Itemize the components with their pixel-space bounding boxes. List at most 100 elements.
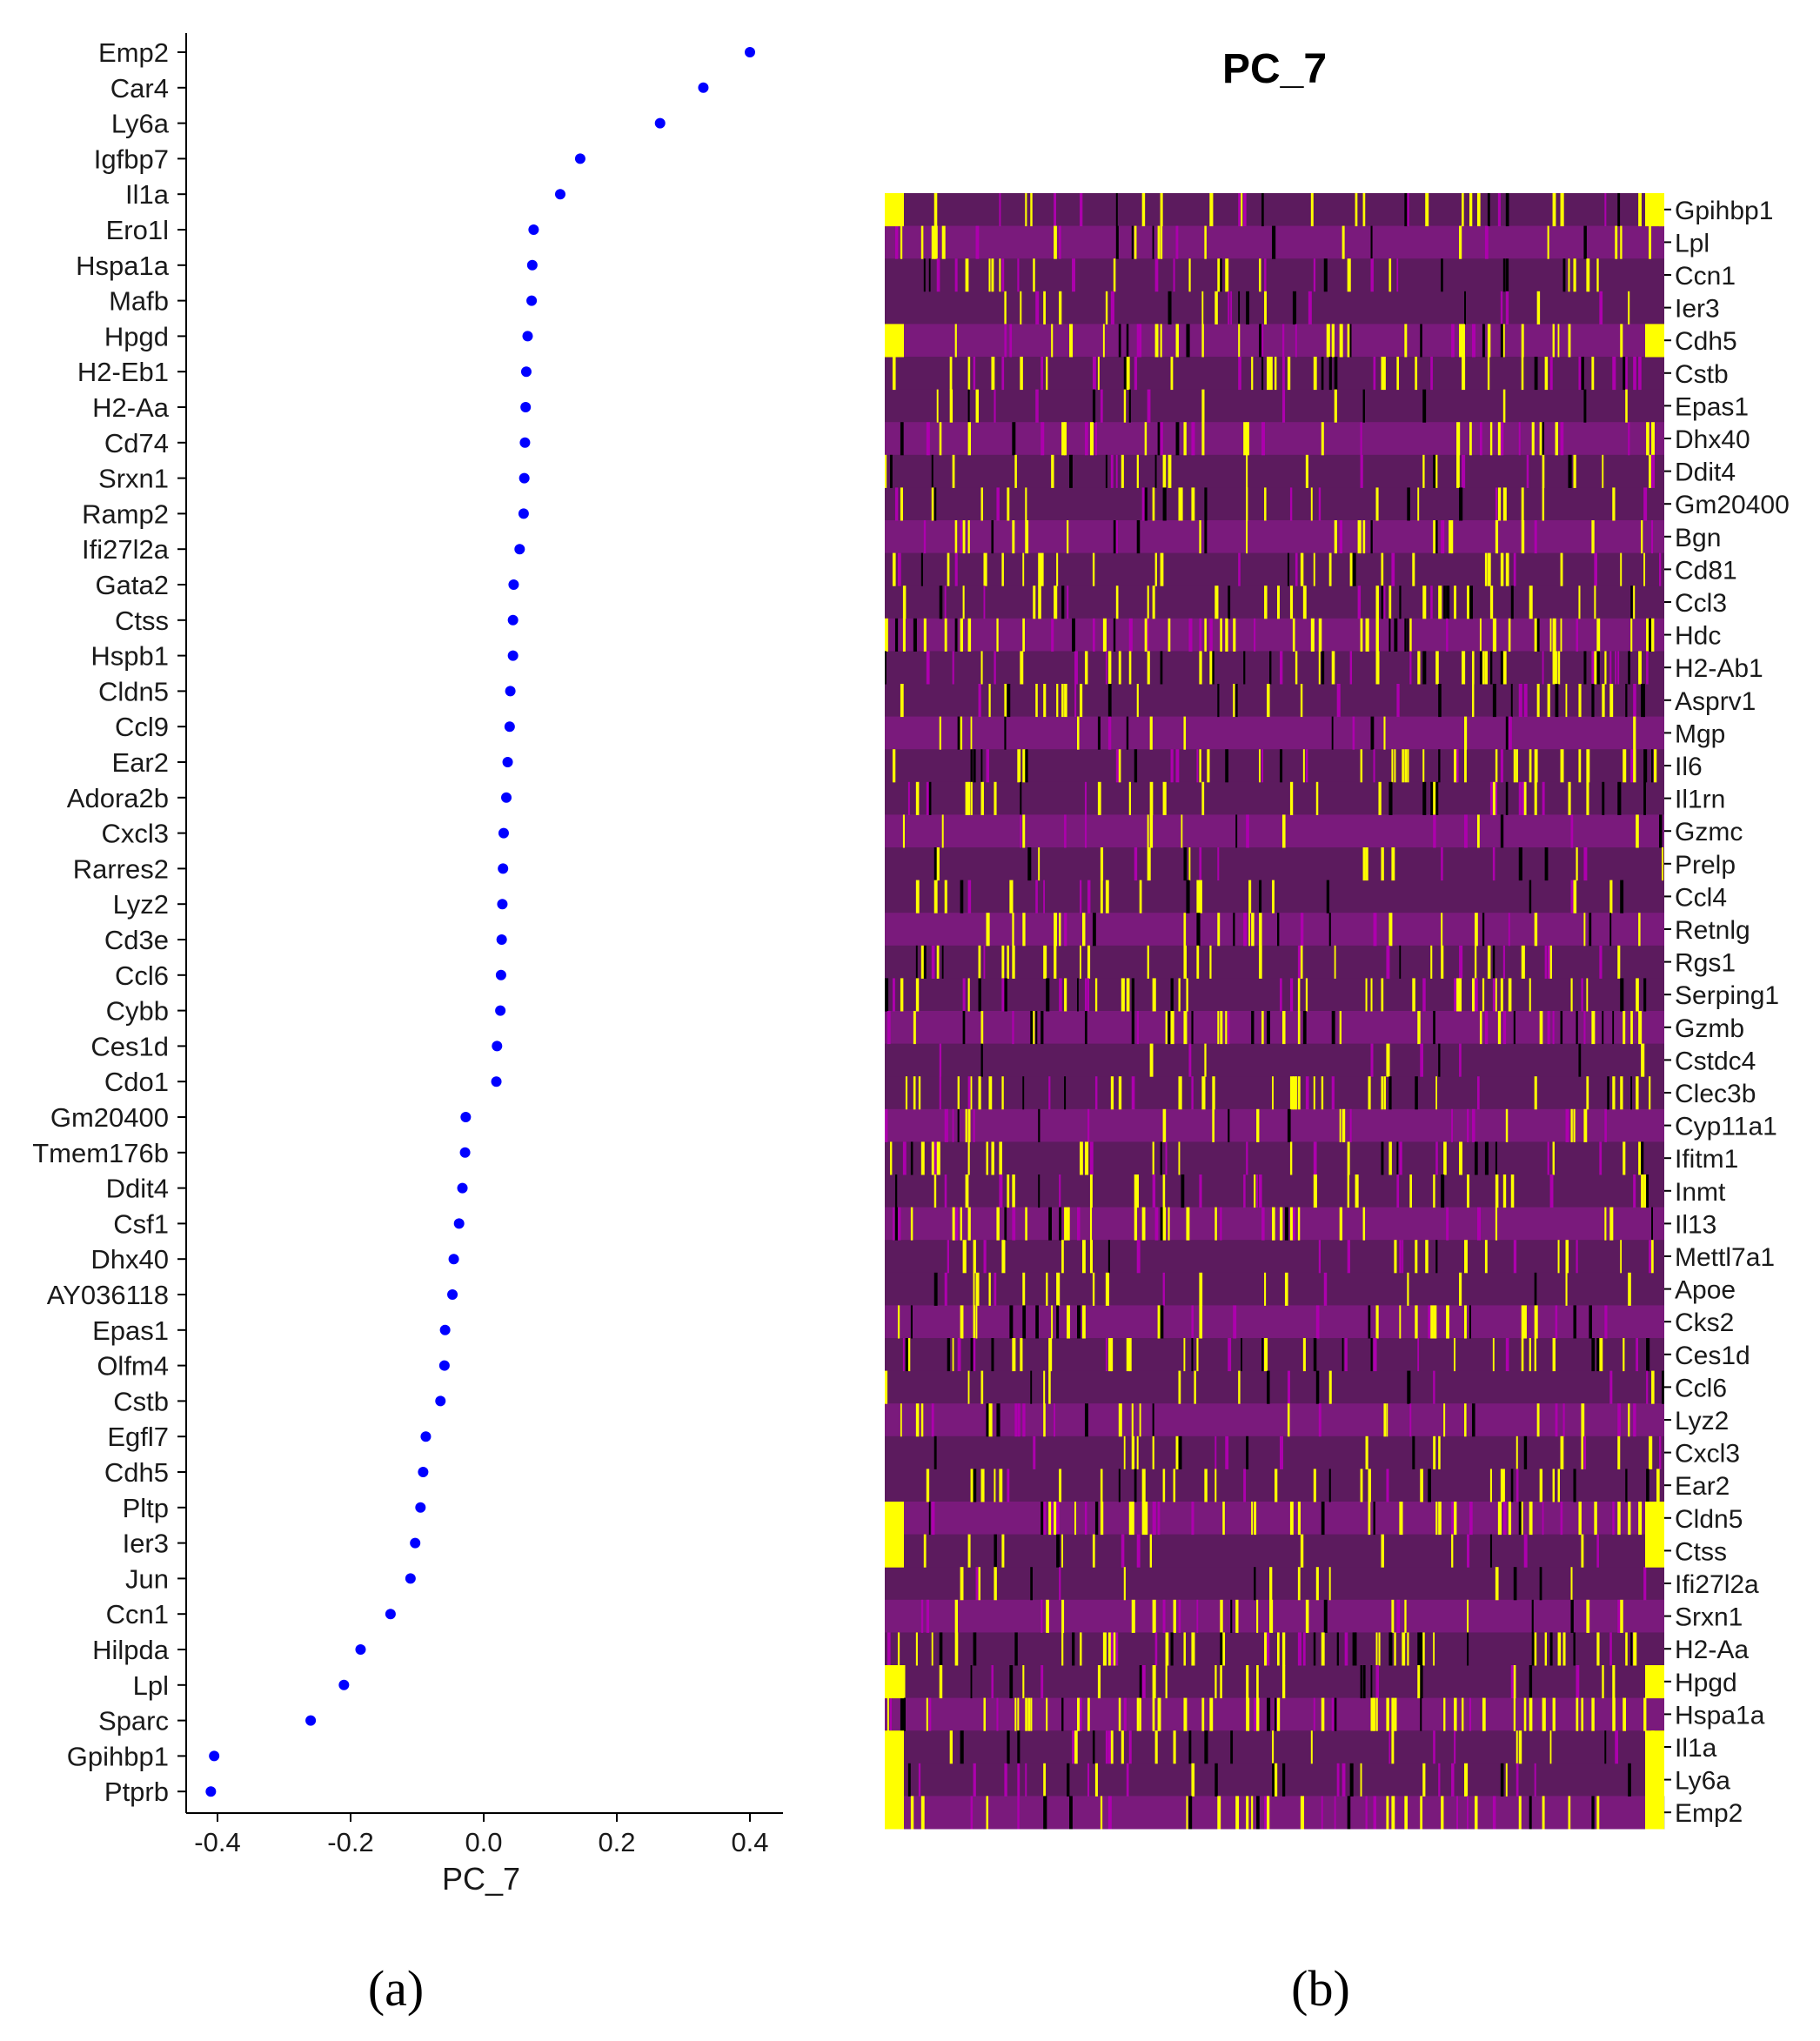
heatmap-cell [1261,193,1264,227]
heatmap-cell [1220,1011,1223,1045]
heatmap-cell [1147,945,1149,979]
heatmap-row [885,291,1664,325]
heatmap-row [885,454,1664,488]
heatmap-row [885,1665,1664,1699]
heatmap-cell [1199,749,1201,783]
heatmap-cell [1625,357,1628,391]
x-tick-label: 0.2 [598,1827,635,1857]
heatmap-cell [1305,749,1308,783]
heatmap-cell [1456,749,1459,783]
heatmap-cell [1115,454,1118,488]
heatmap-cell [1220,1665,1222,1699]
loading-point [528,224,539,235]
heatmap-cell [1344,1632,1348,1666]
heatmap-cell [1518,1796,1522,1830]
heatmap-cell [1228,291,1230,325]
heatmap-cell [1510,1665,1515,1699]
heatmap-cell [1560,1435,1564,1469]
heatmap-cell [1336,684,1341,718]
heatmap-cell [1004,684,1007,718]
heatmap-cell [1128,1502,1132,1536]
heatmap-cell [965,258,969,292]
heatmap-cell [954,520,958,554]
heatmap-cell [1623,1697,1627,1731]
heatmap-cell [1388,1730,1391,1764]
loading-point [457,1182,468,1194]
row-label: Cdh5 [1675,327,1737,356]
heatmap-cell [1518,422,1521,456]
heatmap-cell [1462,651,1466,685]
heatmap-cell [1186,1796,1188,1830]
heatmap-cell [1518,781,1522,815]
heatmap-cell [1064,978,1067,1012]
heatmap-cell [980,1469,985,1502]
heatmap-cell [1254,1567,1256,1601]
heatmap-cell [1659,552,1662,586]
heatmap-cell [1194,1370,1196,1404]
heatmap-cell [887,1011,891,1045]
heatmap-cell [1651,1370,1655,1404]
heatmap-cell [1628,1763,1631,1797]
heatmap-cell [1602,781,1605,815]
heatmap-cell [1123,1567,1126,1601]
heatmap-cell [1412,1435,1415,1469]
heatmap-cell [1261,1338,1264,1372]
heatmap-cell [1261,749,1264,783]
heatmap-cell [1471,1403,1475,1437]
heatmap-cell [931,487,934,521]
heatmap-cell [1479,651,1482,685]
heatmap-cell [1456,1796,1459,1830]
heatmap-cell [1570,1108,1573,1142]
heatmap-cell [1422,781,1427,815]
heatmap-cell [1487,945,1491,979]
heatmap-cell [1428,1469,1431,1502]
heatmap-cell [1513,1240,1517,1274]
loading-point [338,1679,350,1690]
heatmap-cell [1115,586,1119,619]
heatmap-cell [1651,1207,1654,1241]
heatmap-cell [1089,1207,1093,1241]
heatmap-cell [1238,193,1241,227]
heatmap-cell [1313,552,1315,586]
heatmap-cell [1521,1502,1523,1536]
row-label: Dhx40 [1675,425,1750,454]
heatmap-cell [1188,847,1191,881]
heatmap-cell [1594,1502,1597,1536]
heatmap-cell [1204,520,1208,554]
heatmap-cell [1295,651,1298,685]
heatmap-cell [1238,1370,1241,1404]
heatmap-cell [1014,1632,1018,1666]
heatmap-cell [1612,1502,1615,1536]
heatmap-cell [1139,1697,1141,1731]
heatmap-cell [1121,1534,1125,1568]
heatmap-cell [1035,389,1039,423]
heatmap-cell [1168,454,1172,488]
heatmap-cell [1557,1469,1560,1502]
row-label: Hdc [1675,622,1721,651]
heatmap-cell [1157,1697,1161,1731]
heatmap-cell [1471,651,1475,685]
heatmap-cell [978,1076,981,1110]
heatmap-cell [1508,1502,1512,1536]
loading-point [209,1750,220,1762]
heatmap-cell [1521,357,1524,391]
heatmap-cell [1092,357,1096,391]
heatmap-cell [960,1730,964,1764]
heatmap-cell [1139,1403,1141,1437]
heatmap-cell [1583,651,1587,685]
heatmap-cell [1544,847,1549,881]
heatmap-cell [1220,618,1223,652]
heatmap-cell [1407,487,1410,521]
heatmap-cell [1272,1730,1275,1764]
loading-point [505,686,516,697]
row-label: Serping1 [1675,981,1779,1010]
gene-label: Lpl [133,1670,169,1701]
heatmap-cell [1149,781,1154,815]
heatmap-cell [1451,520,1454,554]
heatmap-cell [960,1567,964,1601]
loading-point [526,259,538,271]
heatmap-cell [1362,193,1366,227]
heatmap-cell [892,1207,894,1241]
heatmap-cell [1191,1763,1195,1797]
heatmap-cell [1360,454,1363,488]
